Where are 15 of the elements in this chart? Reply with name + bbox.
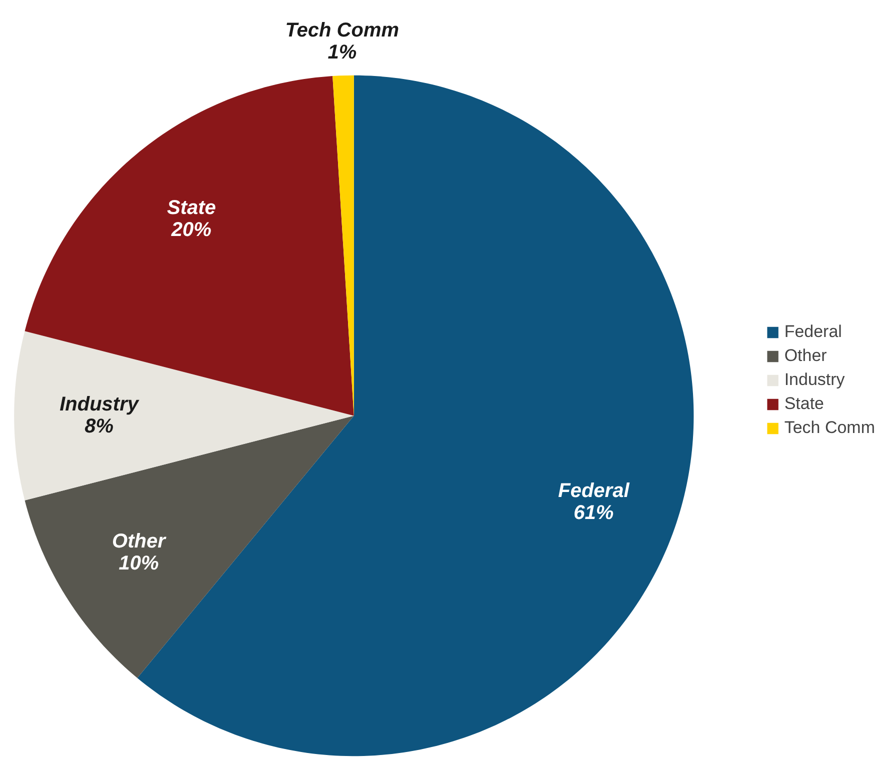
- slice-label: State: [166, 197, 216, 220]
- data-label: 1%: [328, 42, 357, 64]
- legend-label: Other: [784, 346, 827, 366]
- slice-label: Tech Comm: [285, 20, 400, 42]
- legend-label: Tech Comm: [784, 418, 875, 438]
- data-label: 10%: [118, 552, 159, 575]
- data-label: 61%: [574, 502, 614, 524]
- data-label: 8%: [84, 416, 114, 438]
- slice-label: Industry: [60, 394, 140, 416]
- legend-label: State: [784, 394, 824, 414]
- legend-label: Industry: [784, 370, 845, 390]
- legend-label: Federal: [784, 322, 842, 342]
- data-label: 20%: [170, 219, 212, 242]
- slice-label: Federal: [558, 480, 630, 502]
- slice-label: Other: [112, 530, 167, 553]
